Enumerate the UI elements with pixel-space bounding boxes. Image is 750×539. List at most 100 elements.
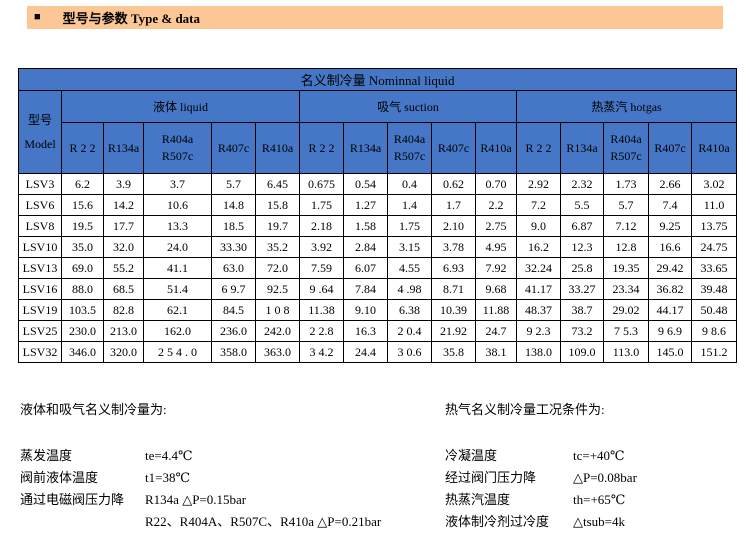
value-cell: 1.4 <box>387 194 432 216</box>
value-cell: 35.8 <box>431 341 476 363</box>
value-cell: 4 .98 <box>387 278 432 300</box>
value-cell: 2.75 <box>475 215 517 237</box>
refrigerant-column-header: R407c <box>648 122 692 174</box>
note-label: 蒸发温度 <box>20 448 73 463</box>
value-cell: 15.6 <box>61 194 104 216</box>
table-row: LSV25 230.0 213.0 162.0 236.0 242.0 2 2.8 16.3 2… <box>18 320 738 342</box>
refrigerant-header-row: R 2 2 R134a R404a R507c R407c R410a R 2 2 R134a… <box>19 122 738 174</box>
value-cell: 29.42 <box>648 257 692 279</box>
value-cell: 6.07 <box>343 257 388 279</box>
value-cell: 138.0 <box>516 341 561 363</box>
value-cell: 11.38 <box>299 299 344 321</box>
note-value: △P=0.08bar <box>573 470 637 485</box>
value-cell: 0.54 <box>343 173 388 195</box>
value-cell: 50.48 <box>690 299 738 321</box>
section-title-bar: ■ 型号与参数 Type & data <box>27 6 723 29</box>
value-cell: 2.10 <box>431 215 476 237</box>
value-cell: 7.12 <box>603 215 649 237</box>
table-group-row: 型号 Model 液体 liquid 吸气 suction 热蒸汽 hotgas <box>18 90 738 174</box>
value-cell: 33.30 <box>211 236 256 258</box>
value-cell: 7.84 <box>343 278 388 300</box>
value-cell: 73.2 <box>560 320 604 342</box>
value-cell: 358.0 <box>211 341 256 363</box>
value-cell: 363.0 <box>255 341 300 363</box>
value-cell: 2.92 <box>516 173 561 195</box>
value-cell: 113.0 <box>603 341 649 363</box>
value-cell: 84.5 <box>211 299 256 321</box>
note-value: t1=38℃ <box>145 470 190 485</box>
value-cell: 10.6 <box>143 194 212 216</box>
value-cell: 3 4.2 <box>299 341 344 363</box>
value-cell: 346.0 <box>61 341 104 363</box>
value-cell: 3 0.6 <box>387 341 432 363</box>
note-value: te=4.4℃ <box>145 448 193 463</box>
refrigerant-column-header: R404a R507c <box>603 122 649 174</box>
value-cell: 29.02 <box>603 299 649 321</box>
value-cell: 14.8 <box>211 194 256 216</box>
footnotes: 液体和吸气名义制冷量为: 蒸发温度 te=4.4℃ 阀前液体温度 t1=38℃ … <box>20 399 750 533</box>
value-cell: 7 5.3 <box>603 320 649 342</box>
value-cell: 1.58 <box>343 215 388 237</box>
value-cell: 69.0 <box>61 257 104 279</box>
model-cell: LSV16 <box>18 278 62 300</box>
value-cell: 9.25 <box>648 215 692 237</box>
value-cell: 21.92 <box>431 320 476 342</box>
value-cell: 36.82 <box>648 278 692 300</box>
refrigerant-column-header: R404a R507c <box>387 122 432 174</box>
value-cell: 236.0 <box>211 320 256 342</box>
table-title: 名义制冷量 Nominnal liquid <box>17 68 738 91</box>
refrigerant-column-header: R407c <box>211 122 256 174</box>
value-cell: 3.9 <box>103 173 144 195</box>
table-row: LSV10 35.0 32.0 24.0 33.30 35.2 3.92 2.84 3.15 3.… <box>18 236 738 258</box>
value-cell: 1 0 8 <box>255 299 300 321</box>
value-cell: 6.93 <box>431 257 476 279</box>
refrigerant-column-header: R410a <box>255 122 300 174</box>
refrigerant-column-header: R407c <box>431 122 476 174</box>
left-note-title: 液体和吸气名义制冷量为: <box>20 402 167 417</box>
value-cell: 7.2 <box>516 194 561 216</box>
value-cell: 10.39 <box>431 299 476 321</box>
value-cell: 1.27 <box>343 194 388 216</box>
value-cell: 35.0 <box>61 236 104 258</box>
value-cell: 35.2 <box>255 236 300 258</box>
model-cell: LSV32 <box>18 341 62 363</box>
value-cell: 320.0 <box>103 341 144 363</box>
value-cell: 9.10 <box>343 299 388 321</box>
square-bullet-icon: ■ <box>34 11 41 23</box>
refrigerant-column-header: R134a <box>103 122 144 174</box>
value-cell: 5.7 <box>603 194 649 216</box>
group-header-hotgas: 热蒸汽 hotgas <box>515 90 738 123</box>
value-cell: 55.2 <box>103 257 144 279</box>
value-cell: 92.5 <box>255 278 300 300</box>
refrigerant-column-header: R 2 2 <box>61 122 104 174</box>
value-cell: 8.71 <box>431 278 476 300</box>
value-cell: 0.70 <box>475 173 517 195</box>
value-cell: 4.95 <box>475 236 517 258</box>
value-cell: 6.45 <box>255 173 300 195</box>
value-cell: 242.0 <box>255 320 300 342</box>
value-cell: 33.27 <box>560 278 604 300</box>
group-header-liquid: 液体 liquid <box>61 90 300 123</box>
table-row: LSV32 346.0 320.0 2 5 4 . 0 358.0 363.0 3 4.2 2… <box>18 341 738 363</box>
value-cell: 72.0 <box>255 257 300 279</box>
refrigerant-column-header: R 2 2 <box>516 122 561 174</box>
model-header-en: Model <box>24 137 56 151</box>
table-row: LSV16 88.0 68.5 51.4 6 9.7 92.5 9 .64 7.84 4 .98… <box>18 278 738 300</box>
model-column-header: 型号 Model <box>18 90 62 174</box>
hotgas-conditions: 热气名义制冷量工况条件为: 冷凝温度 tc=+40℃ 经过阀门压力降 △P=0.… <box>445 399 745 533</box>
value-cell: 9 8.6 <box>690 320 738 342</box>
liquid-suction-conditions: 液体和吸气名义制冷量为: 蒸发温度 te=4.4℃ 阀前液体温度 t1=38℃ … <box>20 399 445 533</box>
value-cell: 19.7 <box>255 215 300 237</box>
value-cell: 19.35 <box>603 257 649 279</box>
value-cell: 5.5 <box>560 194 604 216</box>
value-cell: 3.02 <box>690 173 738 195</box>
value-cell: 15.8 <box>255 194 300 216</box>
value-cell: 2.2 <box>475 194 517 216</box>
value-cell: 11.88 <box>475 299 517 321</box>
value-cell: 32.0 <box>103 236 144 258</box>
note-label: 冷凝温度 <box>445 448 498 463</box>
refrigerant-column-header: R 2 2 <box>299 122 344 174</box>
section-title: 型号与参数 Type & data <box>62 11 201 26</box>
value-cell: 6.2 <box>61 173 104 195</box>
table-row: LSV19 103.5 82.8 62.1 84.5 1 0 8 11.38 9.10 6.38… <box>18 299 738 321</box>
